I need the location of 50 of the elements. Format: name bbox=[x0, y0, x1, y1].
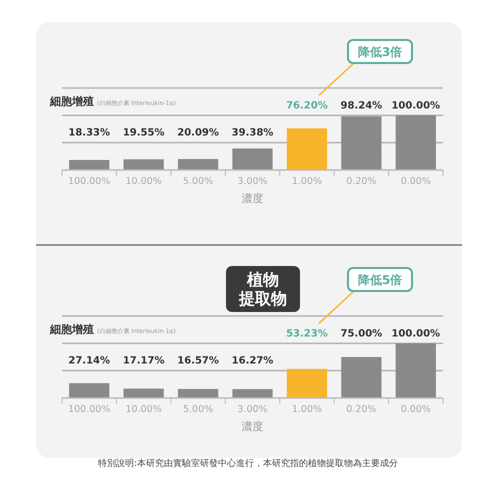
x-tick-label: 1.00% bbox=[292, 404, 322, 415]
bar bbox=[69, 160, 110, 170]
bar bbox=[286, 128, 328, 170]
x-tick-label: 100.00% bbox=[68, 176, 110, 187]
bar bbox=[341, 357, 382, 398]
x-tick-label: 1.00% bbox=[292, 176, 322, 187]
bar bbox=[396, 343, 436, 398]
bar bbox=[124, 159, 164, 170]
data-label: 16.57% bbox=[177, 356, 219, 367]
data-label: 18.33% bbox=[68, 128, 110, 139]
data-label: 16.27% bbox=[232, 356, 274, 367]
x-tick-label: 3.00% bbox=[237, 404, 268, 415]
x-tick-label: 0.20% bbox=[346, 176, 376, 187]
data-label: 39.38% bbox=[232, 128, 274, 139]
data-label: 75.00% bbox=[340, 328, 382, 340]
y-axis-title: 細胞增殖 bbox=[50, 323, 94, 336]
data-label: 27.14% bbox=[68, 356, 110, 367]
data-label: 100.00% bbox=[391, 328, 440, 340]
x-tick-label: 0.00% bbox=[400, 176, 431, 187]
data-label: 53.23% bbox=[286, 328, 328, 340]
bar bbox=[178, 388, 218, 398]
data-label: 98.24% bbox=[340, 100, 382, 112]
text: 特別說明:本研究由實驗室研發中心進行，本研究指的植物提取物為主要成分 bbox=[98, 458, 398, 469]
data-label: 76.20% bbox=[286, 100, 328, 112]
x-axis-title: 濃度 bbox=[242, 192, 264, 205]
bar bbox=[341, 116, 382, 170]
bar bbox=[232, 389, 273, 398]
data-label: 17.17% bbox=[122, 356, 164, 367]
x-tick-label: 3.00% bbox=[237, 176, 268, 187]
x-tick-label: 0.20% bbox=[346, 404, 376, 415]
bar bbox=[69, 383, 110, 398]
y-axis-title: 細胞增殖 bbox=[50, 95, 94, 108]
text: 降低3倍 bbox=[358, 45, 402, 59]
x-tick-label: 0.00% bbox=[400, 404, 431, 415]
bar bbox=[232, 148, 273, 170]
bar bbox=[396, 115, 436, 170]
bar bbox=[178, 159, 218, 170]
x-tick-label: 5.00% bbox=[182, 176, 214, 187]
data-label: 20.09% bbox=[177, 128, 219, 139]
x-axis-title: 濃度 bbox=[242, 420, 264, 433]
text: 降低5倍 bbox=[358, 273, 402, 287]
bar bbox=[286, 368, 328, 398]
x-tick-label: 10.00% bbox=[126, 404, 162, 415]
x-tick-label: 10.00% bbox=[126, 176, 162, 187]
x-tick-label: 5.00% bbox=[182, 404, 214, 415]
data-label: 100.00% bbox=[391, 100, 440, 112]
bar bbox=[124, 388, 164, 398]
chart-title: 植物提取物 bbox=[238, 270, 287, 308]
data-label: 19.55% bbox=[122, 128, 164, 139]
x-tick-label: 100.00% bbox=[68, 404, 110, 415]
